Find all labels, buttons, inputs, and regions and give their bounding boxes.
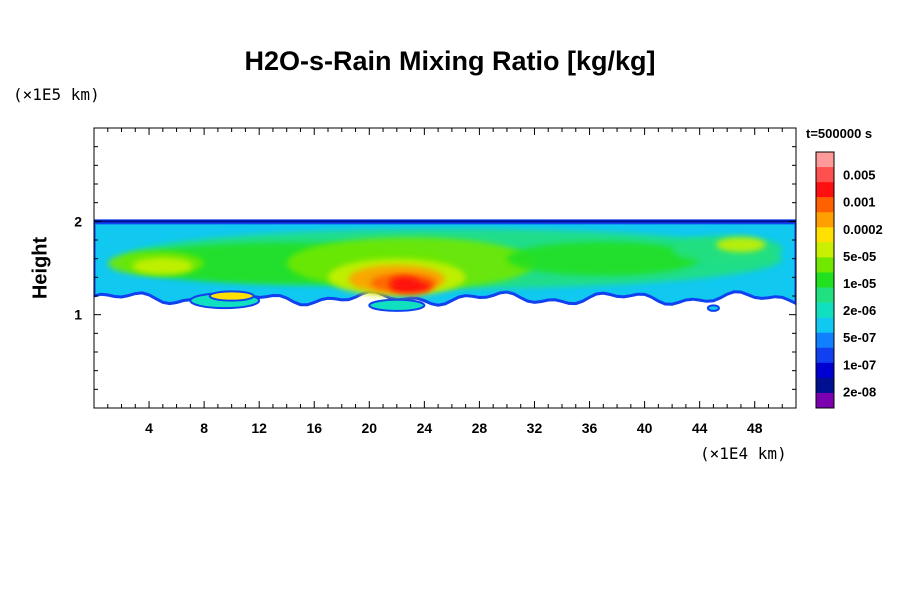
x-tick-label: 12 (251, 420, 267, 436)
colorbar-swatch (816, 227, 834, 243)
colorbar-swatch (816, 272, 834, 288)
field-contour-region (132, 257, 194, 275)
x-tick-label: 32 (527, 420, 543, 436)
x-tick-label: 28 (472, 420, 488, 436)
colorbar-swatch (816, 317, 834, 334)
colorbar-swatch (816, 332, 834, 349)
x-tick-label: 16 (306, 420, 322, 436)
colorbar-swatch (816, 197, 834, 213)
colorbar-swatch (816, 257, 834, 273)
colorbar-swatch (816, 212, 834, 228)
x-tick-label: 8 (200, 420, 208, 436)
colorbar-swatch (816, 377, 834, 394)
x-unit-label: (×1E4 km) (700, 444, 787, 463)
colorbar-label: 5e-05 (843, 249, 876, 264)
lobe-right (706, 304, 720, 312)
x-tick-label: 48 (747, 420, 763, 436)
field-max-core (389, 276, 418, 288)
colorbar-label: 1e-07 (843, 357, 876, 372)
colorbar-swatch (816, 152, 834, 168)
y-axis: 12 (74, 146, 796, 390)
x-tick-label: 40 (637, 420, 653, 436)
x-tick-label: 24 (417, 420, 433, 436)
y-tick-label: 1 (74, 307, 82, 323)
colorbar-swatch (816, 167, 834, 183)
colorbar-label: 0.005 (843, 168, 876, 183)
x-tick-label: 36 (582, 420, 598, 436)
colorbar-swatch (816, 347, 834, 364)
lobe-left-core (208, 290, 255, 302)
y-tick-label: 2 (74, 213, 82, 229)
rain-field (94, 219, 796, 312)
colorbar-swatch (816, 302, 834, 318)
colorbar-swatch (816, 362, 834, 379)
plot-frame (93, 127, 797, 409)
colorbar: 0.005 0.001 0.0002 5e-05 1e-05 2e-06 5e-07 1e-0… (815, 151, 883, 409)
colorbar-swatch (816, 392, 834, 409)
colorbar-label: 5e-07 (843, 330, 876, 345)
lobe-mid (368, 298, 426, 312)
chart-title: H2O-s-Rain Mixing Ratio [kg/kg] (244, 46, 656, 76)
colorbar-label: 0.0002 (843, 222, 883, 237)
y-unit-label: (×1E5 km) (13, 85, 100, 104)
colorbar-swatch (816, 287, 834, 303)
colorbar-swatch (816, 182, 834, 198)
colorbar-frame (815, 151, 835, 409)
x-tick-label: 4 (145, 420, 153, 436)
colorbar-label: 1e-05 (843, 276, 876, 291)
x-tick-label: 44 (692, 420, 708, 436)
field-contour-region (716, 237, 766, 253)
colorbar-label: 2e-06 (843, 303, 876, 318)
field-top-line (94, 220, 796, 223)
colorbar-label: 0.001 (843, 195, 876, 210)
time-label: t=500000 s (806, 126, 873, 141)
x-tick-label: 20 (362, 420, 378, 436)
colorbar-label: 2e-08 (843, 384, 876, 399)
x-axis: 4 8 12 16 20 24 28 32 36 40 44 48 (107, 128, 783, 436)
field-contour-region (506, 241, 700, 276)
colorbar-swatch (816, 242, 834, 258)
